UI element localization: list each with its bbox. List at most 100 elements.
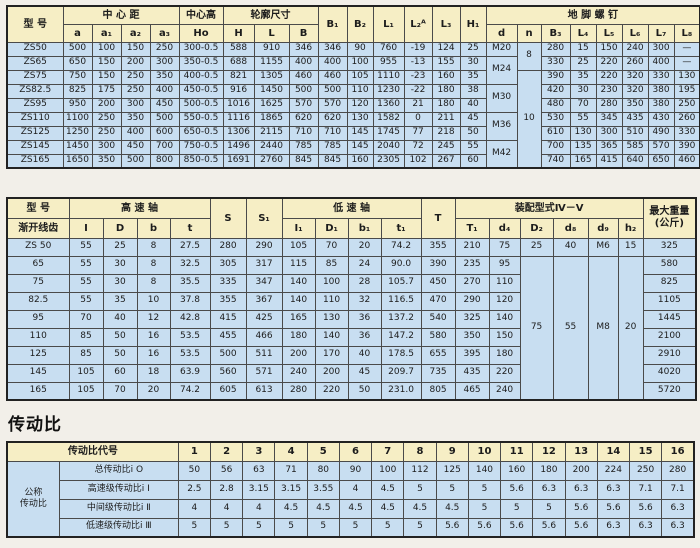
shaft-cell: 560: [209, 363, 247, 383]
shaft-cell: 45: [347, 363, 382, 383]
ratio-code-cell: 15: [629, 441, 663, 462]
t1-header-center-height: 中心高: [178, 5, 224, 25]
dimensions-cell: M20: [485, 41, 518, 57]
shaft-cell: 500: [209, 345, 247, 365]
shaft-cell: 140: [314, 327, 349, 347]
shaft-cell: 50: [347, 381, 382, 401]
ratio-cell: 100: [371, 460, 405, 481]
shaft-cell: 115: [281, 255, 316, 275]
shaft-cell: 231.0: [380, 381, 422, 401]
dimensions-cell: 650-0.5: [178, 125, 224, 141]
dimensions-row: ZS75 750 150 250 350 400-0.5 821 1305 460 460 105 1…: [6, 69, 700, 169]
shaft-row: 125 85 50 16 53.5 500 511 200 170 40 178.5 655 395 18…: [6, 345, 697, 365]
dimensions-cell: 1625: [253, 97, 290, 113]
shaft-cell: 305: [209, 255, 247, 275]
ratio-cell: 112: [403, 460, 437, 481]
dimensions-cell: 250: [91, 125, 122, 141]
dimensions-cell: 110: [346, 83, 374, 99]
dimensions-cell: 1650: [62, 153, 93, 169]
shaft-cell: 2910: [642, 345, 697, 365]
t1-header-h: H: [222, 23, 255, 43]
shaft-cell: 53.5: [169, 327, 211, 347]
ratio-cell: 5: [177, 517, 211, 538]
shaft-cell: 325: [642, 237, 697, 257]
t2-header-t: T: [420, 197, 456, 239]
ratio-cell: 4: [338, 479, 373, 500]
dimensions-cell: 8: [516, 41, 542, 71]
dimensions-cell: 500: [62, 41, 93, 57]
dimensions-cell: 650: [62, 55, 93, 71]
shaft-cell: 335: [209, 273, 247, 293]
ratio-cell: 5.6: [596, 498, 631, 519]
dimensions-cell: 450: [120, 139, 151, 155]
ratio-cell: 5: [435, 479, 469, 500]
shaft-cell: 105: [68, 381, 104, 401]
dimensions-cell: 175: [91, 83, 122, 99]
shaft-cell: 63.9: [169, 363, 211, 383]
ratio-cell: 6.3: [629, 517, 663, 538]
dimensions-cell: 955: [372, 55, 405, 71]
shaft-cell: 470: [420, 291, 456, 311]
dimensions-cell: 825: [62, 83, 93, 99]
dimensions-cell: 380: [647, 83, 675, 99]
dimensions-cell: 500: [149, 111, 180, 127]
shaft-cell: 82.5: [6, 291, 70, 311]
dimensions-cell: 300: [91, 139, 122, 155]
dimensions-cell: 320: [621, 69, 649, 85]
dimensions-cell: 1306: [222, 125, 255, 141]
shaft-cell: ZS 50: [6, 237, 70, 257]
ratio-cell: 90: [338, 460, 373, 481]
dimensions-cell: 435: [621, 111, 649, 127]
dimensions-cell: 700: [540, 139, 571, 155]
ratio-code-cell: 4: [274, 441, 308, 462]
dimensions-cell: -19: [403, 41, 433, 57]
dimensions-cell: ZS110: [6, 111, 64, 127]
shaft-cell: 580: [642, 255, 697, 275]
dimensions-cell: ZS125: [6, 125, 64, 141]
ratio-cell: 5: [338, 517, 373, 538]
t2-header-d: D: [102, 217, 138, 239]
dimensions-cell: 21: [403, 97, 433, 113]
t2-header-d1: D₁: [314, 217, 349, 239]
dimensions-cell: -13: [403, 55, 433, 71]
dimensions-cell: 280: [595, 97, 623, 113]
shaft-cell: 147.2: [380, 327, 422, 347]
dimensions-cell: 700: [149, 139, 180, 155]
dimensions-cell: 500: [120, 153, 151, 169]
dimensions-cell: 25: [569, 55, 597, 71]
shaft-row: 165 105 70 20 74.2 605 613 280 220 50 231.0 805 465 2…: [6, 381, 697, 401]
shaft-cell: 200: [314, 363, 349, 383]
shaft-cell: 55: [68, 237, 104, 257]
dimensions-cell: 2305: [372, 153, 405, 169]
ratio-cell: 160: [500, 460, 534, 481]
ratio-cell: 50: [177, 460, 211, 481]
shaft-cell: 465: [454, 381, 490, 401]
dimensions-cell: 415: [595, 153, 623, 169]
dimensions-cell: 130: [346, 111, 374, 127]
dimensions-cell: ZS75: [6, 69, 64, 85]
t1-header-l3: L₃: [431, 5, 461, 43]
dimensions-cell: 35: [459, 69, 487, 85]
t2-header-assembly-type: 装配型式Ⅳ－Ⅴ: [454, 197, 644, 219]
shaft-cell: 1445: [642, 309, 697, 329]
shaft-cell: 55: [68, 255, 104, 275]
shaft-row: 65 55 30 8 32.5 305 317 115 85 24 90.0 390 235 95 75 55…: [6, 255, 697, 401]
shaft-cell: 466: [245, 327, 283, 347]
dimensions-row: ZS50 500 100 150 250 300-0.5 588 910 346 346 90 760…: [6, 41, 700, 71]
shaft-cell: 30: [102, 255, 138, 275]
shaft-cell: 75: [6, 273, 70, 293]
dimensions-cell: 620: [317, 111, 348, 127]
t2-header-t1: T₁: [454, 217, 490, 239]
ratio-cell: 4.5: [274, 498, 308, 519]
shaft-cell: 415: [209, 309, 247, 329]
ratio-cell: 180: [532, 460, 566, 481]
dimensions-cell: 845: [288, 153, 319, 169]
t2-header-row-2: 渐开线齿 I D b t I₁ D₁ b₁ t₁ T₁ d₄ D₂ d₈ d₉ …: [6, 217, 696, 239]
ratio-cell: 4.5: [371, 479, 405, 500]
ratio-cell: 5.6: [629, 498, 663, 519]
shaft-cell: 210: [454, 237, 490, 257]
dimensions-cell: 40: [459, 97, 487, 113]
dimensions-cell: 510: [621, 125, 649, 141]
shaft-cell: 825: [642, 273, 697, 293]
ratio-cell: 5: [532, 498, 566, 519]
